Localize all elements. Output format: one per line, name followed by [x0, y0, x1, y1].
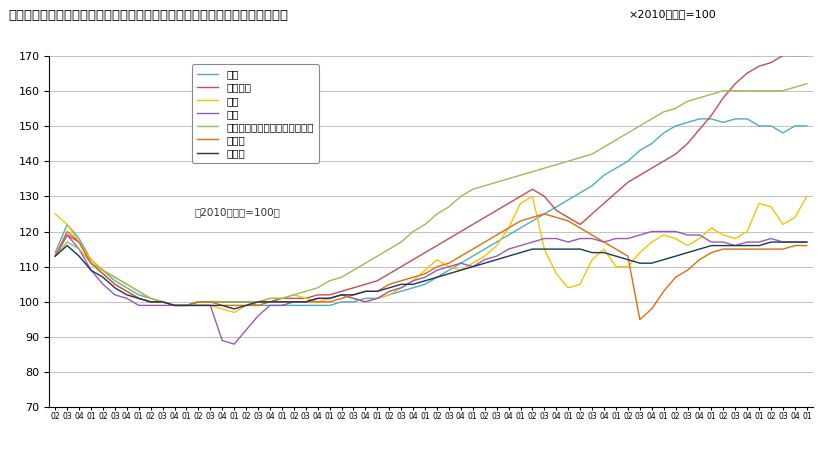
工場 [539, 236, 549, 241]
工業地 [373, 288, 383, 294]
倉庫 [229, 310, 239, 315]
店舗 [170, 303, 180, 308]
工業地 [766, 239, 776, 245]
マンション・アパート（一棟） [552, 162, 562, 168]
店舗 [695, 116, 704, 122]
店舗 [373, 295, 383, 301]
店舗 [552, 204, 562, 210]
商業地 [146, 299, 156, 305]
マンション・アパート（一棟） [802, 81, 812, 87]
商業地 [360, 288, 370, 294]
商業地 [552, 215, 562, 220]
店舗 [802, 123, 812, 129]
Text: ＜不動産価格指数（商業用不動産）（令和５年第４四半期分・季節調整値）＞: ＜不動産価格指数（商業用不動産）（令和５年第４四半期分・季節調整値）＞ [8, 9, 288, 22]
工場 [229, 341, 239, 347]
工場 [146, 303, 156, 308]
商業地 [802, 243, 812, 248]
Text: ×2010年平均=100: ×2010年平均=100 [628, 9, 716, 19]
倉庫 [552, 271, 562, 276]
マンション・アパート（一棟） [146, 295, 156, 301]
オフィス [552, 207, 562, 213]
商業地 [635, 317, 644, 322]
店舗 [479, 246, 489, 252]
倉庫 [373, 295, 383, 301]
倉庫 [479, 253, 489, 259]
オフィス [479, 215, 489, 220]
マンション・アパート（一棟） [50, 253, 60, 259]
マンション・アパート（一棟） [373, 253, 383, 259]
商業地 [539, 211, 549, 217]
店舗 [539, 211, 549, 217]
倉庫 [146, 295, 156, 301]
工業地 [539, 246, 549, 252]
Line: オフィス: オフィス [55, 56, 807, 306]
商業地 [50, 253, 60, 259]
オフィス [539, 194, 549, 199]
オフィス [146, 299, 156, 305]
倉庫 [802, 194, 812, 199]
マンション・アパート（一棟） [170, 303, 180, 308]
倉庫 [563, 285, 573, 291]
工場 [432, 268, 442, 273]
商業地 [420, 271, 430, 276]
工業地 [479, 260, 489, 266]
オフィス [432, 243, 442, 248]
Line: 工場: 工場 [55, 232, 807, 344]
工場 [479, 257, 489, 263]
オフィス [170, 303, 180, 308]
工業地 [229, 306, 239, 312]
店舗 [146, 295, 156, 301]
店舗 [50, 250, 60, 256]
オフィス [778, 53, 788, 58]
工業地 [50, 253, 60, 259]
マンション・アパート（一棟） [432, 211, 442, 217]
工業地 [146, 299, 156, 305]
店舗 [432, 275, 442, 280]
オフィス [373, 278, 383, 283]
Line: マンション・アパート（一棟）: マンション・アパート（一棟） [55, 84, 807, 306]
工場 [647, 229, 657, 234]
Line: 店舗: 店舗 [55, 119, 807, 306]
倉庫 [528, 194, 538, 199]
オフィス [50, 253, 60, 259]
オフィス [802, 53, 812, 58]
工場 [552, 236, 562, 241]
Line: 商業地: 商業地 [55, 214, 807, 319]
工場 [50, 253, 60, 259]
Line: 倉庫: 倉庫 [55, 196, 807, 313]
商業地 [528, 215, 538, 220]
倉庫 [50, 211, 60, 217]
工業地 [802, 239, 812, 245]
Legend: 店舗, オフィス, 倉庫, 工場, マンション・アパート（一棟）, 商業地, 工業地: 店舗, オフィス, 倉庫, 工場, マンション・アパート（一棟）, 商業地, 工… [192, 64, 319, 163]
工場 [802, 239, 812, 245]
マンション・アパート（一棟） [479, 183, 489, 188]
工業地 [432, 275, 442, 280]
倉庫 [432, 257, 442, 263]
Text: （2010年平均=100）: （2010年平均=100） [195, 208, 280, 218]
マンション・アパート（一棟） [539, 165, 549, 171]
Line: 工業地: 工業地 [55, 242, 807, 309]
工場 [373, 295, 383, 301]
工業地 [552, 246, 562, 252]
商業地 [468, 246, 478, 252]
